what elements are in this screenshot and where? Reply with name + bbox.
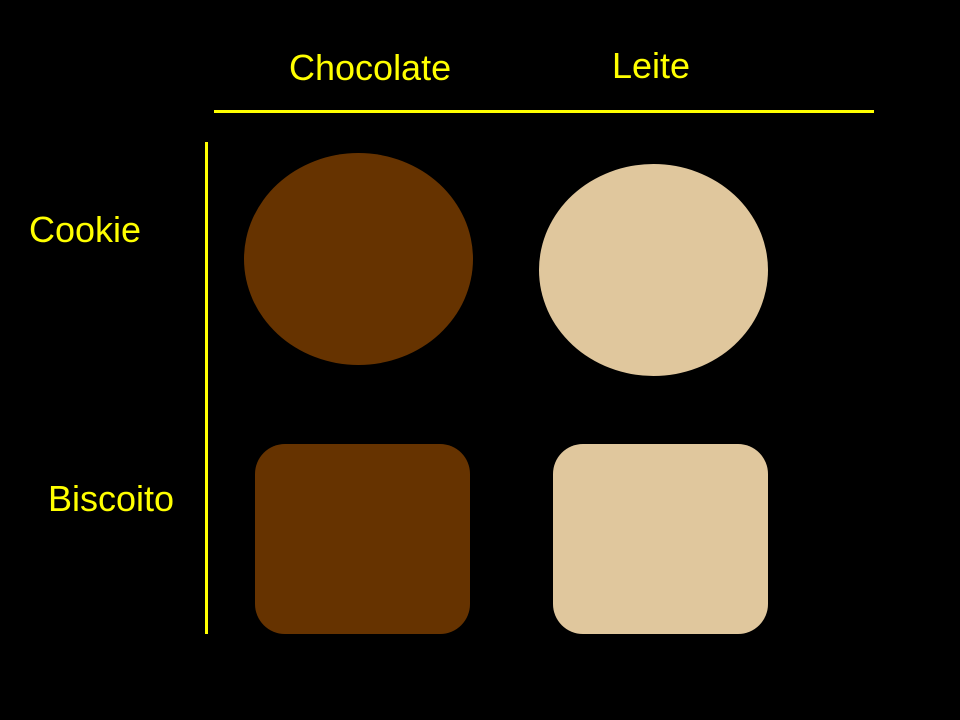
row-label-cookie: Cookie	[29, 209, 142, 250]
biscoito-chocolate-square	[255, 444, 470, 634]
cookie-leite-circle	[539, 164, 768, 376]
column-label-chocolate: Chocolate	[289, 47, 452, 88]
cookie-chocolate-circle	[244, 153, 473, 365]
column-label-leite: Leite	[612, 45, 691, 86]
horizontal-divider	[214, 110, 874, 113]
biscoito-leite-square	[553, 444, 768, 634]
row-label-biscoito: Biscoito	[48, 478, 175, 519]
vertical-divider	[205, 142, 208, 634]
